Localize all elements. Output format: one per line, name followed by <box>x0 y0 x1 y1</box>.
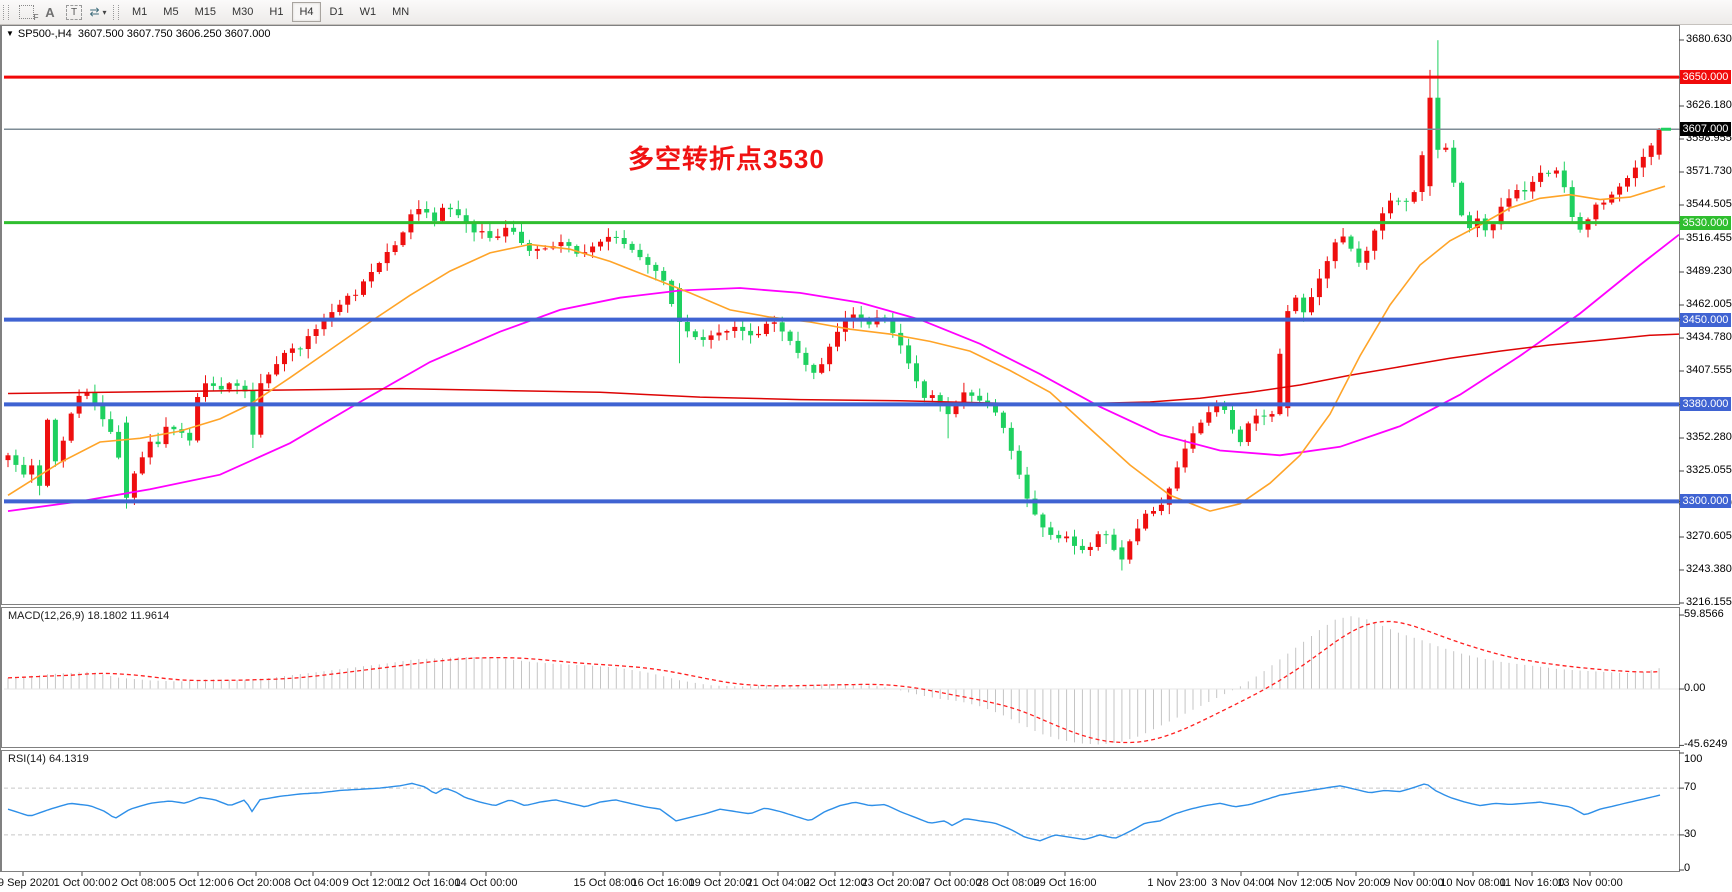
price-badge-3530.000: 3530.000 <box>1680 215 1731 230</box>
price-tick-label: 3544.505 <box>1686 198 1732 210</box>
time-axis-label: 5 Nov 20:00 <box>1326 877 1386 889</box>
macd-indicator-label: MACD(12,26,9) 18.1802 11.9614 <box>8 610 170 622</box>
timeframe-w1-button[interactable]: W1 <box>359 6 377 18</box>
price-tick-label: 3626.180 <box>1686 99 1732 111</box>
panel-border-1 <box>1 607 1680 748</box>
time-axis-label: 9 Nov 00:00 <box>1384 877 1444 889</box>
price-tick-label: 3243.380 <box>1686 563 1732 575</box>
timeframe-h1-button[interactable]: H1 <box>269 6 284 18</box>
dropdown-caret-icon[interactable]: ▾ <box>102 7 107 17</box>
arrows-icon: ⇄ <box>89 5 100 19</box>
timeframe-d1-button[interactable]: D1 <box>329 6 344 18</box>
time-axis-label: 19 Oct 20:00 <box>688 877 752 889</box>
time-axis-label: 27 Oct 00:00 <box>918 877 982 889</box>
price-tick-label: 3270.605 <box>1686 530 1732 542</box>
time-axis-label: 14 Oct 00:00 <box>454 877 518 889</box>
timeframe-mn-button[interactable]: MN <box>392 6 410 18</box>
time-axis-label: 6 Oct 20:00 <box>227 877 285 889</box>
timeframe-m5-button[interactable]: M5 <box>163 6 179 18</box>
price-tick-label: 3571.730 <box>1686 165 1732 177</box>
time-axis-label: 12 Oct 16:00 <box>397 877 461 889</box>
time-axis-label: 10 Nov 08:00 <box>1440 877 1506 889</box>
price-tick-label: 3325.055 <box>1686 464 1732 476</box>
toolbar-drag-handle[interactable] <box>3 4 9 20</box>
text-icon: T <box>66 4 82 20</box>
last-trade-marker <box>1661 127 1671 131</box>
price-tick-label: 3462.005 <box>1686 298 1732 310</box>
macd-histogram <box>7 616 1660 745</box>
ma-slow-magenta-line <box>7 233 1680 512</box>
chart-text-annotation[interactable]: 多空转折点3530 <box>628 144 825 174</box>
time-axis-label: 29 Oct 16:00 <box>1033 877 1097 889</box>
price-badge-3300.000: 3300.000 <box>1680 494 1731 509</box>
price-tick-label: 3216.155 <box>1686 596 1732 608</box>
price-badge-3650.000: 3650.000 <box>1680 70 1731 85</box>
timeframe-m30-button[interactable]: M30 <box>231 6 254 18</box>
grid-snap-tool-button[interactable]: F <box>15 2 39 22</box>
price-tick-label: 3516.455 <box>1686 232 1732 244</box>
time-axis-label: 4 Nov 12:00 <box>1268 877 1328 889</box>
ma-fast-orange-line <box>7 185 1666 512</box>
rsi-line <box>7 782 1661 842</box>
rsi-axis-label: 100 <box>1684 753 1703 765</box>
time-axis-label: 1 Oct 00:00 <box>53 877 111 889</box>
time-axis-label: 16 Oct 16:00 <box>631 877 695 889</box>
grid-icon: F <box>18 5 39 22</box>
text-tool-button[interactable]: T <box>63 2 85 22</box>
toolbar: F A T ⇄ ▾ M1 M5 M15 M30 H1 H4 D1 W1 MN <box>0 0 1732 25</box>
time-axis-label: 13 Nov 00:00 <box>1557 877 1623 889</box>
time-axis-label: 2 Oct 08:00 <box>111 877 169 889</box>
panel-border-0 <box>1 25 1680 605</box>
arrows-tool-button[interactable]: ⇄ ▾ <box>87 2 109 22</box>
price-tick-label: 3680.630 <box>1686 33 1732 45</box>
panel-border-2 <box>1 750 1680 872</box>
macd-signal-line <box>7 620 1660 744</box>
timeframes-group: M1 M5 M15 M30 H1 H4 D1 W1 MN <box>124 2 417 22</box>
price-badge-3450.000: 3450.000 <box>1680 312 1731 327</box>
macd-axis-label: 0.00 <box>1684 682 1706 694</box>
price-tick-label: 3434.780 <box>1686 331 1732 343</box>
time-axis-label: 22 Oct 12:00 <box>803 877 867 889</box>
price-badge-3607.000: 3607.000 <box>1680 122 1731 137</box>
drawing-tools-group: F A T ⇄ ▾ <box>14 2 110 22</box>
letter-icon: A <box>45 4 55 20</box>
ma-long-red-line <box>7 333 1680 404</box>
timeframe-m15-button[interactable]: M15 <box>194 6 216 18</box>
rsi-axis-label: 30 <box>1684 827 1697 840</box>
rsi-axis-label: 70 <box>1684 781 1697 794</box>
price-tick-label: 3352.280 <box>1686 431 1732 443</box>
price-tick-label: 3489.230 <box>1686 265 1732 277</box>
time-axis-label: 8 Oct 04:00 <box>284 877 342 889</box>
time-axis-label: 3 Nov 04:00 <box>1211 877 1271 889</box>
collapse-icon[interactable]: ▼ <box>6 29 14 38</box>
rsi-indicator-label: RSI(14) 64.1319 <box>8 753 89 765</box>
time-axis-label: 11 Nov 16:00 <box>1499 877 1565 889</box>
time-axis-label: 29 Sep 2020 <box>0 877 55 889</box>
rsi-axis-label: 0 <box>1684 862 1691 874</box>
time-axis-label: 9 Oct 12:00 <box>342 877 400 889</box>
timeframe-toolbar-drag-handle[interactable] <box>113 4 119 20</box>
symbol-name: SP500-,H4 <box>17 28 72 40</box>
time-axis-label: 1 Nov 23:00 <box>1147 877 1207 889</box>
symbol-ohlc: 3607.500 3607.750 3606.250 3607.000 <box>77 28 271 40</box>
time-axis-label: 28 Oct 08:00 <box>976 877 1040 889</box>
timeframe-h4-button[interactable]: H4 <box>292 2 321 22</box>
time-axis-label: 23 Oct 20:00 <box>861 877 925 889</box>
macd-axis-label: 59.8566 <box>1684 608 1724 621</box>
price-tick-label: 3407.555 <box>1686 364 1732 376</box>
time-axis-label: 5 Oct 12:00 <box>169 877 227 889</box>
time-axis-label: 15 Oct 08:00 <box>573 877 637 889</box>
candles-layer <box>5 40 1662 571</box>
label-a-tool-button[interactable]: A <box>39 2 61 22</box>
timeframe-m1-button[interactable]: M1 <box>132 6 148 18</box>
macd-axis-label: -45.6249 <box>1684 738 1728 751</box>
chart-symbol-title[interactable]: ▼ SP500-,H4 3607.500 3607.750 3606.250 36… <box>6 28 271 40</box>
price-badge-3380.000: 3380.000 <box>1680 397 1731 412</box>
time-axis-label: 21 Oct 04:00 <box>746 877 810 889</box>
